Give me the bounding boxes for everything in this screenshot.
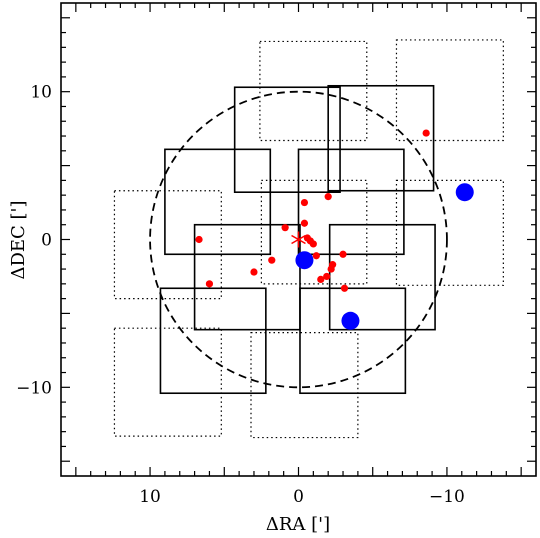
asterisk-stroke-2 xyxy=(291,234,306,245)
small-point-10 xyxy=(312,252,320,260)
small-point-14 xyxy=(327,265,335,273)
small-point-18 xyxy=(422,129,430,137)
solid-field-7 xyxy=(299,287,407,395)
small-point-9 xyxy=(309,240,317,248)
dotted-field-0 xyxy=(259,40,368,142)
x-tick-label: 10 xyxy=(139,487,161,507)
solid-field-6 xyxy=(159,287,267,395)
small-point-12 xyxy=(323,272,331,281)
small-point-1 xyxy=(205,280,214,288)
small-point-17 xyxy=(340,284,349,292)
dashed-circle xyxy=(149,90,448,389)
solid-field-0 xyxy=(233,86,341,194)
x-tick-label: 0 xyxy=(293,487,304,507)
small-point-16 xyxy=(339,250,347,258)
small-point-0 xyxy=(195,235,203,244)
fields-layer xyxy=(113,39,504,439)
dotted-field-2 xyxy=(113,190,222,300)
x-tick-label: −10 xyxy=(429,487,465,507)
dotted-field-3 xyxy=(260,179,368,285)
y-axis-label: ΔDEC ['] xyxy=(8,200,29,279)
circle-layer xyxy=(149,90,448,389)
solid-field-4 xyxy=(193,223,301,331)
dotted-field-1 xyxy=(395,39,504,142)
solid-field-2 xyxy=(164,148,272,256)
solid-field-3 xyxy=(297,148,405,256)
ticks-layer: 10 0 −10 10 0 −10 xyxy=(16,3,536,507)
large-point-1 xyxy=(341,311,360,330)
small-point-15 xyxy=(324,193,332,201)
dotted-field-5 xyxy=(113,327,222,437)
dotted-field-4 xyxy=(395,179,504,286)
small-point-2 xyxy=(250,268,258,276)
small-point-3 xyxy=(268,256,276,264)
y-tick-label: 0 xyxy=(41,231,52,251)
large-point-0 xyxy=(295,251,314,270)
center-asterisk xyxy=(291,231,306,248)
small-point-6 xyxy=(300,219,309,227)
y-tick-label: −10 xyxy=(16,378,52,398)
x-axis-label: ΔRA ['] xyxy=(266,514,330,535)
small-point-4 xyxy=(281,224,289,232)
labels-layer: ΔRA ['] ΔDEC ['] xyxy=(8,200,330,535)
small-point-11 xyxy=(317,275,325,284)
points-layer xyxy=(195,129,474,330)
dotted-field-6 xyxy=(250,332,359,439)
solid-field-1 xyxy=(327,84,435,192)
large-point-2 xyxy=(455,183,474,202)
y-tick-label: 10 xyxy=(30,83,52,103)
small-point-5 xyxy=(300,198,309,207)
